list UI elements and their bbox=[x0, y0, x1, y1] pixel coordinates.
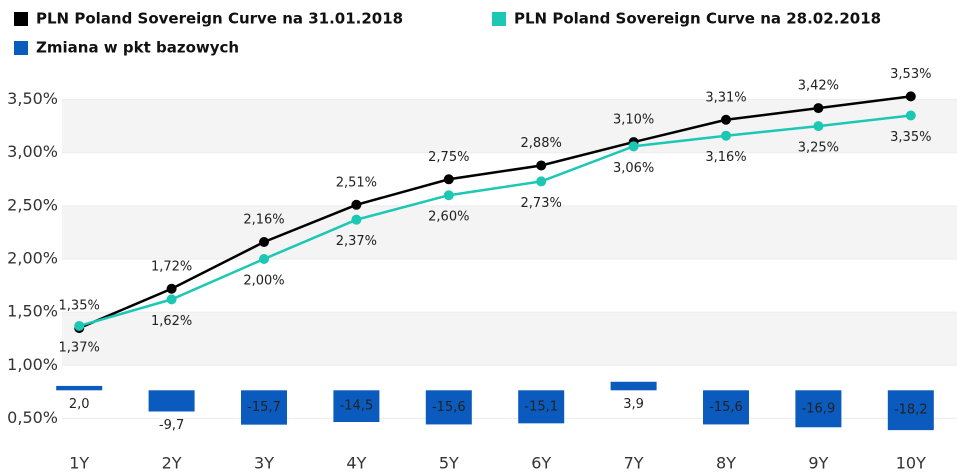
point-value-label: 3,10% bbox=[613, 113, 654, 128]
point-value-label: 1,37% bbox=[59, 340, 100, 355]
point-value-label: 2,60% bbox=[428, 210, 469, 225]
grid-band bbox=[62, 312, 957, 366]
y-tick-label: 2,50% bbox=[7, 195, 58, 214]
bar-value-label: 2,0 bbox=[69, 397, 90, 412]
x-tick-label: 5Y bbox=[439, 454, 459, 473]
point-value-label: 3,31% bbox=[705, 90, 746, 105]
point-value-label: 2,37% bbox=[336, 234, 377, 249]
point-value-label: 3,42% bbox=[798, 79, 839, 94]
x-tick-label: 7Y bbox=[624, 454, 644, 473]
legend-swatch bbox=[14, 12, 28, 26]
x-tick-label: 10Y bbox=[896, 454, 926, 473]
y-tick-label: 3,00% bbox=[7, 142, 58, 161]
bar bbox=[703, 390, 749, 425]
bar-value-label: -15,7 bbox=[247, 400, 281, 415]
legend-swatch bbox=[14, 41, 28, 55]
x-tick-label: 1Y bbox=[69, 454, 89, 473]
point-value-label: 2,88% bbox=[521, 136, 562, 151]
point-value-label: 1,72% bbox=[151, 259, 192, 274]
point bbox=[628, 141, 639, 152]
legend-label: Zmiana w pkt bazowych bbox=[36, 39, 239, 57]
bar-value-label: -15,1 bbox=[524, 399, 558, 414]
point-value-label: 2,51% bbox=[336, 175, 377, 190]
point bbox=[905, 91, 916, 102]
point-value-label: 1,62% bbox=[151, 314, 192, 329]
x-tick-label: 9Y bbox=[808, 454, 828, 473]
point bbox=[351, 199, 362, 210]
point-value-label: 2,00% bbox=[243, 274, 284, 289]
bar-value-label: -14,5 bbox=[340, 399, 374, 414]
bar-value-label: -15,6 bbox=[709, 400, 743, 415]
point bbox=[166, 294, 177, 305]
x-tick-label: 8Y bbox=[716, 454, 736, 473]
point bbox=[259, 254, 269, 264]
point bbox=[443, 174, 454, 185]
bar bbox=[333, 390, 380, 423]
line bbox=[78, 95, 911, 330]
point-value-label: 2,73% bbox=[521, 196, 562, 211]
bar bbox=[241, 390, 287, 425]
point bbox=[721, 114, 731, 125]
point-value-label: 3,53% bbox=[890, 67, 931, 82]
point bbox=[813, 121, 824, 132]
point-value-label: 1,35% bbox=[59, 299, 100, 314]
legend-swatch bbox=[492, 12, 506, 26]
y-tick-label: 1,00% bbox=[7, 355, 58, 374]
point bbox=[259, 236, 269, 247]
x-tick-label: 2Y bbox=[162, 454, 182, 473]
bar bbox=[425, 390, 472, 425]
bar bbox=[56, 385, 103, 391]
grid-band bbox=[62, 205, 957, 259]
point bbox=[443, 190, 454, 201]
point bbox=[166, 283, 177, 294]
bar-value-label: -9,7 bbox=[159, 418, 184, 433]
bar bbox=[887, 390, 934, 431]
point-value-label: 3,25% bbox=[798, 141, 839, 156]
bar-value-label: -18,2 bbox=[894, 403, 928, 418]
legend-label: PLN Poland Sovereign Curve na 31.01.2018 bbox=[36, 10, 403, 28]
legend-label: PLN Poland Sovereign Curve na 28.02.2018 bbox=[514, 10, 881, 28]
bar-value-label: -16,9 bbox=[802, 401, 836, 416]
bar-value-label: 3,9 bbox=[623, 397, 644, 412]
point-value-label: 3,35% bbox=[890, 130, 931, 145]
point bbox=[74, 320, 85, 331]
point bbox=[351, 214, 362, 225]
x-tick-label: 4Y bbox=[346, 454, 366, 473]
point bbox=[905, 110, 916, 121]
bar bbox=[148, 390, 195, 412]
y-tick-label: 0,50% bbox=[7, 408, 58, 427]
point-value-label: 2,16% bbox=[243, 212, 284, 227]
y-tick-label: 2,00% bbox=[7, 249, 58, 268]
bar bbox=[610, 381, 657, 391]
bar bbox=[518, 390, 565, 424]
point bbox=[536, 176, 547, 187]
point-value-label: 2,75% bbox=[428, 150, 469, 165]
line bbox=[78, 114, 911, 328]
point-value-label: 3,16% bbox=[705, 150, 746, 165]
y-tick-label: 3,50% bbox=[7, 89, 58, 108]
point bbox=[813, 103, 824, 114]
x-tick-label: 3Y bbox=[254, 454, 274, 473]
point bbox=[536, 160, 547, 171]
y-tick-label: 1,50% bbox=[7, 302, 58, 321]
bar bbox=[795, 390, 842, 428]
point-value-label: 3,06% bbox=[613, 161, 654, 176]
bar-value-label: -15,6 bbox=[432, 400, 466, 415]
x-tick-label: 6Y bbox=[531, 454, 551, 473]
point bbox=[721, 130, 731, 141]
